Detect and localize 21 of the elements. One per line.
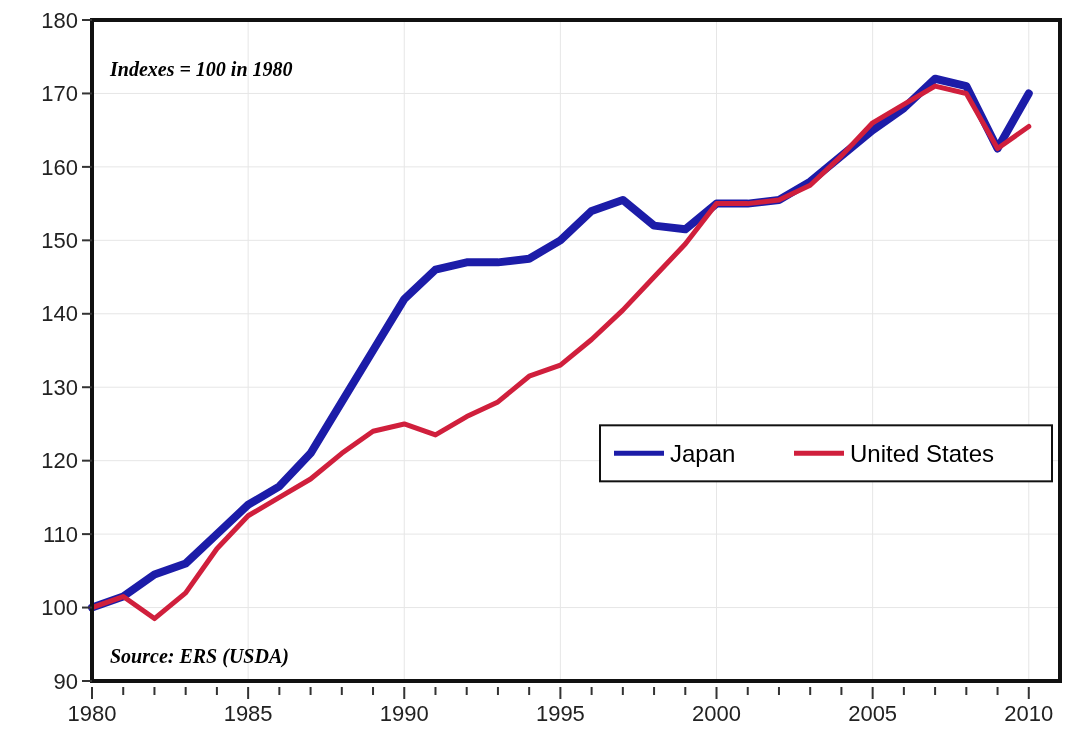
y-tick-label: 140	[41, 301, 78, 327]
x-tick-label: 2005	[848, 701, 898, 726]
legend-label: Japan	[670, 439, 736, 467]
annotation: Source: ERS (USDA)	[110, 645, 289, 668]
y-tick-label: 120	[41, 448, 78, 474]
y-tick-label: 160	[41, 154, 78, 180]
y-tick-label: 170	[41, 81, 78, 107]
y-tick-label: 130	[41, 374, 78, 400]
annotation: Indexes = 100 in 1980	[109, 58, 293, 80]
x-tick-label: 1995	[535, 701, 585, 726]
x-tick-label: 1980	[67, 701, 117, 726]
y-tick-label: 150	[41, 228, 78, 254]
y-tick-label: 180	[41, 7, 78, 33]
x-tick-label: 1985	[223, 701, 273, 726]
legend-label: United States	[850, 439, 995, 467]
x-tick-label: 1990	[379, 701, 429, 726]
y-tick-label: 90	[53, 668, 78, 694]
x-tick-label: 2010	[1004, 701, 1054, 726]
y-tick-label: 100	[41, 595, 78, 621]
y-tick-label: 110	[42, 521, 78, 547]
x-tick-label: 2000	[692, 701, 741, 726]
